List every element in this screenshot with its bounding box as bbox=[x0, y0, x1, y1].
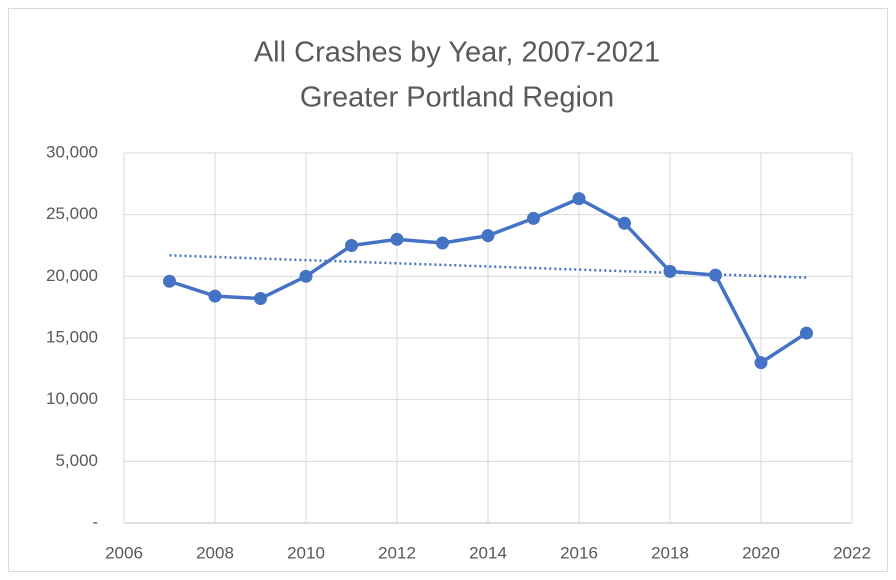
data-point bbox=[618, 216, 631, 230]
chart-frame bbox=[8, 8, 888, 572]
y-tick-label: 15,000 bbox=[46, 327, 98, 346]
y-tick-label: 5,000 bbox=[55, 451, 98, 470]
x-tick-label: 2006 bbox=[105, 543, 143, 562]
y-tick-label: 20,000 bbox=[46, 266, 98, 285]
data-point bbox=[800, 326, 813, 340]
x-tick-label: 2018 bbox=[651, 543, 689, 562]
x-tick-label: 2016 bbox=[560, 543, 598, 562]
data-point bbox=[709, 268, 722, 282]
chart-title: All Crashes by Year, 2007-2021 bbox=[254, 37, 660, 69]
y-tick-label: 10,000 bbox=[46, 389, 98, 408]
data-point bbox=[163, 274, 176, 288]
data-point bbox=[254, 292, 267, 306]
data-point bbox=[754, 356, 768, 370]
x-tick-label: 2020 bbox=[742, 543, 780, 562]
y-tick-label: 30,000 bbox=[46, 142, 98, 161]
data-point bbox=[663, 264, 677, 278]
x-tick-label: 2008 bbox=[196, 543, 234, 562]
y-tick-label: - bbox=[92, 512, 98, 531]
y-tick-label: 25,000 bbox=[46, 204, 98, 223]
data-point bbox=[436, 236, 449, 250]
x-tick-label: 2014 bbox=[469, 543, 507, 562]
data-point bbox=[345, 239, 358, 252]
data-point bbox=[481, 229, 495, 243]
x-tick-label: 2012 bbox=[378, 543, 416, 562]
data-point bbox=[572, 192, 586, 206]
x-tick-label: 2010 bbox=[287, 543, 325, 562]
x-tick-label: 2022 bbox=[833, 543, 871, 562]
chart-subtitle: Greater Portland Region bbox=[300, 82, 614, 114]
data-point bbox=[390, 232, 404, 246]
data-point bbox=[208, 289, 222, 303]
data-point bbox=[527, 211, 540, 225]
data-point bbox=[299, 269, 313, 283]
